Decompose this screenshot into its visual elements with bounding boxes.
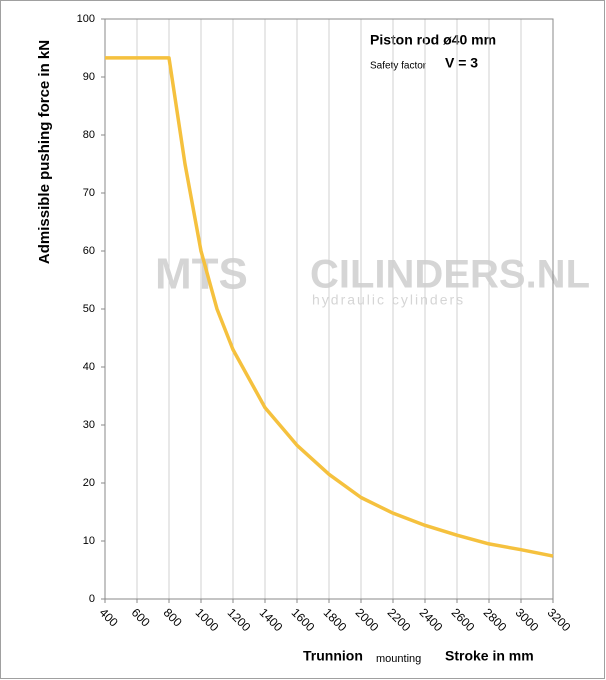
y-tick-label: 0 <box>89 593 95 605</box>
y-tick-label: 100 <box>77 13 95 25</box>
y-tick-label: 90 <box>83 71 95 83</box>
y-tick-label: 40 <box>83 361 95 373</box>
plot-border <box>104 18 554 600</box>
y-axis-title: Admissible pushing force in kN <box>36 40 53 264</box>
y-tick-label: 10 <box>83 535 95 547</box>
y-tick-label: 60 <box>83 245 95 257</box>
y-tick-label: 50 <box>83 303 95 315</box>
safety-label: Safety factor <box>370 61 427 72</box>
watermark-text: CILINDERS.NL <box>310 253 590 297</box>
x-axis-unit: Stroke in mm <box>445 648 534 664</box>
title: Piston rod ø40 mm <box>370 32 496 48</box>
data-line <box>105 56 554 558</box>
y-tick-label: 30 <box>83 419 95 431</box>
y-tick-label: 70 <box>83 187 95 199</box>
x-axis-title: Trunnion <box>303 648 363 664</box>
safety-value: V = 3 <box>445 55 478 71</box>
y-tick-label: 20 <box>83 477 95 489</box>
x-axis-note: mounting <box>376 653 421 665</box>
watermark-text: hydraulic cylinders <box>312 292 465 308</box>
y-tick-label: 80 <box>83 129 95 141</box>
